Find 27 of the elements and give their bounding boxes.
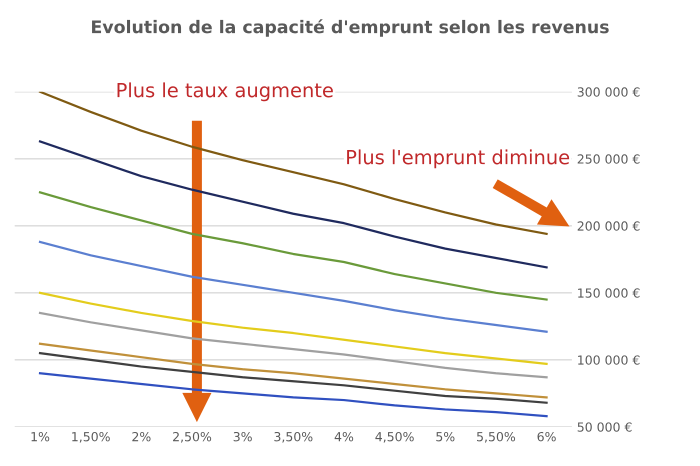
x-tick-label: 3% xyxy=(234,432,252,442)
line-series xyxy=(38,312,548,378)
x-tick-label: 2% xyxy=(132,432,151,442)
line-series xyxy=(38,240,548,333)
chart-title: Evolution de la capacité d'emprunt selon les revenus xyxy=(92,19,609,37)
x-tick-label: 1,50% xyxy=(72,432,110,443)
x-tick-label: 4% xyxy=(334,432,354,442)
x-tick-label: 3,50% xyxy=(274,432,312,443)
annotation: Plus l'emprunt diminue xyxy=(347,149,570,168)
y-tick-label: 200 000 € xyxy=(578,221,640,231)
y-tick-label: 50 000 € xyxy=(578,422,632,432)
line-series xyxy=(38,372,548,418)
line-series xyxy=(38,191,548,301)
x-tick-label: 5,50% xyxy=(477,432,516,443)
x-tick-label: 1% xyxy=(31,432,50,442)
y-tick-label: 150 000 € xyxy=(578,288,640,298)
x-tick-label: 2,50% xyxy=(173,432,212,443)
line-series xyxy=(38,342,548,398)
x-tick-label: 6% xyxy=(538,432,556,442)
annotation: Plus le taux augmente xyxy=(118,82,333,102)
y-tick-label: 100 000 € xyxy=(578,355,640,365)
line-series xyxy=(38,352,548,404)
y-tick-label: 250 000 € xyxy=(578,154,640,164)
x-tick-label: 4,50% xyxy=(375,432,414,443)
y-tick-label: 300 000 € xyxy=(578,87,640,97)
x-tick-label: 5% xyxy=(436,432,454,442)
line-series xyxy=(38,292,548,365)
